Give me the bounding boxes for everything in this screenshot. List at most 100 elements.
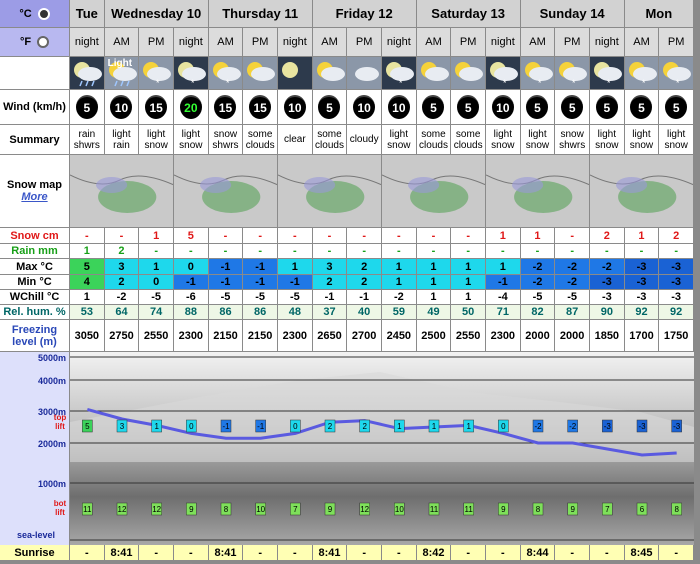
max-cell: 1 — [382, 259, 416, 274]
wind-speed: 10 — [110, 95, 133, 119]
sunrise-cell: - — [174, 545, 208, 560]
wchill-cell: -5 — [243, 290, 277, 304]
min-cell: -3 — [590, 275, 624, 289]
weather-icon — [278, 57, 312, 89]
snow-area — [200, 177, 232, 193]
wind-speed: 5 — [561, 95, 584, 119]
lift-temp: 6 — [640, 505, 645, 514]
icon-graphic: * — [178, 62, 206, 88]
freezing-cell: 1750 — [659, 320, 693, 351]
wind-speed: 5 — [422, 95, 445, 119]
rain-cell: - — [174, 244, 208, 258]
snowflake: * — [191, 78, 195, 88]
weather-icon — [347, 57, 381, 89]
radio[interactable] — [37, 36, 50, 48]
lift-temp: -3 — [638, 422, 646, 431]
snowflake: * — [572, 78, 576, 88]
summary-cell: light snow — [174, 125, 208, 154]
rain-cell: - — [139, 244, 173, 258]
level-label: 1000m — [38, 479, 66, 489]
lift-temp-box — [636, 419, 648, 433]
summary-cell: some clouds — [451, 125, 485, 154]
row-label: WChill °C — [0, 290, 69, 304]
max-cell: -2 — [590, 259, 624, 274]
humidity-cell: 48 — [278, 305, 312, 319]
wind-speed: 20 — [179, 95, 202, 119]
lift-temp: 0 — [293, 422, 298, 431]
celsius-option[interactable]: °C — [0, 0, 69, 27]
wind-cell: 5 — [624, 90, 659, 124]
icon-graphic — [420, 62, 449, 81]
period-header: PM — [555, 28, 589, 56]
snow-map[interactable] — [70, 155, 173, 227]
period-header: AM — [520, 28, 555, 56]
lift-temp: 12 — [118, 505, 127, 514]
lift-temp: 9 — [328, 505, 333, 514]
radio-selected[interactable] — [37, 7, 50, 20]
row-label: Wind (km/h) — [0, 90, 69, 124]
wind-speed: 5 — [457, 95, 480, 119]
humidity-cell: 87 — [555, 305, 589, 319]
wind-speed: 15 — [214, 95, 237, 119]
lift-temp-box — [186, 502, 197, 516]
more-link[interactable]: More — [21, 191, 48, 203]
wchill-cell: -4 — [486, 290, 520, 304]
min-cell: -2 — [555, 275, 589, 289]
sunrise-cell: - — [451, 545, 485, 560]
cloud — [667, 67, 692, 81]
sunrise-cell: - — [555, 545, 589, 560]
snow-cell: - — [208, 228, 243, 243]
snow-map[interactable] — [174, 155, 277, 227]
lift-temp: 0 — [189, 422, 194, 431]
snow-map[interactable] — [278, 155, 381, 227]
snow-map[interactable] — [486, 155, 589, 227]
humidity-cell: 82 — [520, 305, 555, 319]
snow-map-label: Snow map — [6, 179, 62, 191]
cloud — [494, 67, 518, 81]
icon-graphic — [282, 62, 298, 78]
weather-icon: * — [382, 57, 416, 89]
snow-map[interactable] — [382, 155, 485, 227]
wind-cell: 5 — [520, 90, 555, 124]
wind-cell: 10 — [382, 90, 416, 124]
lift-label-line: bot — [54, 499, 67, 508]
sunrise-cell: - — [590, 545, 624, 560]
lift-temp: 8 — [536, 505, 541, 514]
summary-cell: some clouds — [312, 125, 347, 154]
period-header: night — [70, 28, 104, 56]
wind-cell: 5 — [416, 90, 451, 124]
period-header: night — [382, 28, 416, 56]
freezing-cell: 2450 — [382, 320, 416, 351]
lift-temp: 12 — [152, 505, 161, 514]
snowflake: * — [156, 78, 160, 88]
min-cell: -1 — [486, 275, 520, 289]
min-cell: -2 — [520, 275, 555, 289]
summary-cell: light snow — [486, 125, 520, 154]
lift-temp-box — [602, 419, 613, 433]
day-header: Wednesday 10 — [104, 0, 208, 27]
lift-temp-box — [671, 502, 682, 516]
summary-cell: snow shwrs — [555, 125, 589, 154]
wind-speed: 5 — [526, 95, 549, 119]
lift-temp: 11 — [465, 505, 474, 514]
wchill-cell: -3 — [590, 290, 624, 304]
lift-temp-box — [290, 502, 301, 516]
rain-cell: - — [208, 244, 243, 258]
icon-graphic: * — [386, 62, 414, 88]
row-label: Rel. hum. % — [0, 305, 69, 319]
freezing-cell: 2650 — [312, 320, 347, 351]
max-cell: -2 — [520, 259, 555, 274]
snow-map[interactable] — [590, 155, 693, 227]
summary-cell: light rain — [104, 125, 139, 154]
wind-cell: 5 — [70, 90, 104, 124]
icon-graphic — [355, 67, 380, 81]
wchill-cell: 1 — [451, 290, 485, 304]
cloud — [112, 67, 137, 81]
freezing-cell: 2750 — [104, 320, 139, 351]
fahrenheit-option[interactable]: °F — [0, 28, 69, 56]
min-cell: 2 — [312, 275, 347, 289]
snow-area — [408, 177, 440, 193]
rain-cell: - — [278, 244, 312, 258]
level-label: sea-level — [17, 530, 55, 540]
